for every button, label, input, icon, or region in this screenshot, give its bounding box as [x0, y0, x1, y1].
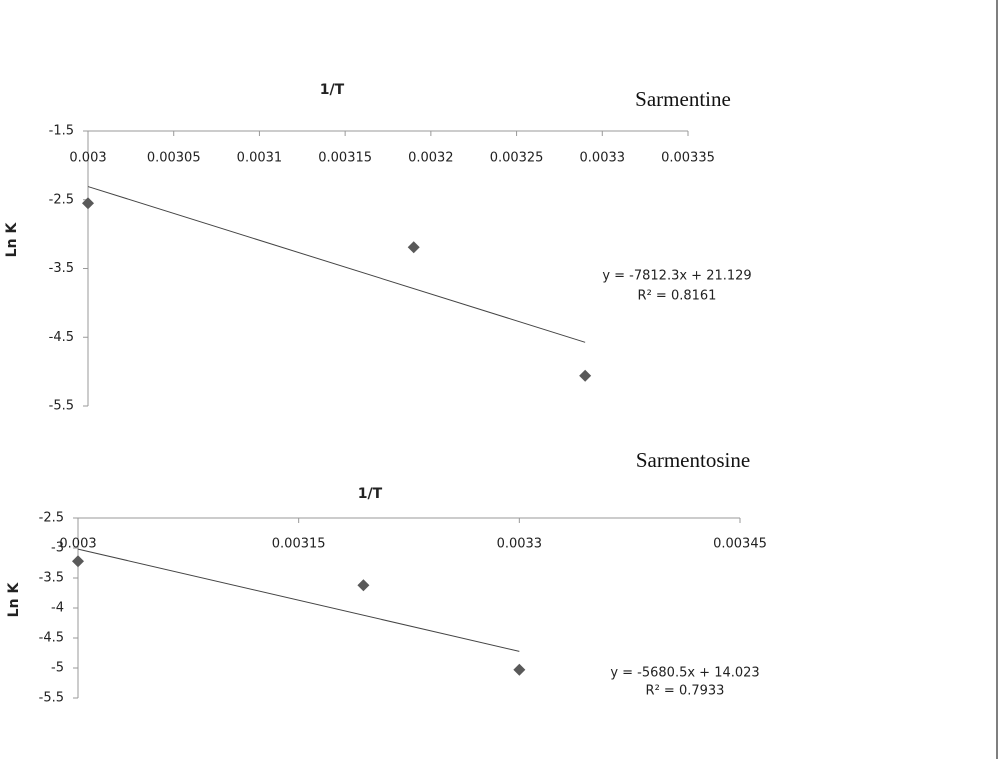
y-tick-label: -5 — [51, 661, 64, 676]
marker — [579, 369, 592, 382]
marker — [407, 241, 420, 254]
marker — [72, 555, 84, 568]
y-axis-label: Ln K — [6, 582, 22, 618]
x-tick-label: 0.003 — [59, 537, 96, 552]
trend-r2: R² = 0.7933 — [646, 684, 725, 699]
trendline — [77, 548, 520, 652]
chart-title: Sarmentosine — [636, 448, 750, 472]
trendline — [87, 186, 586, 343]
x-tick-label: 0.00345 — [713, 537, 767, 552]
y-tick-label: -5.5 — [39, 691, 64, 706]
x-axis-label: 1/T — [358, 486, 383, 502]
trend-equation: y = -7812.3x + 21.129 — [602, 269, 751, 284]
y-tick-label: -2.5 — [49, 192, 74, 207]
x-tick-label: 0.00315 — [272, 537, 326, 552]
trend-equation: y = -5680.5x + 14.023 — [610, 666, 759, 681]
y-tick-label: -3.5 — [49, 261, 74, 276]
y-axis-label: Ln K — [4, 222, 20, 258]
x-tick-label: 0.0032 — [408, 151, 454, 166]
marker — [357, 579, 370, 592]
y-tick-label: -4.5 — [39, 631, 64, 646]
x-tick-label: 0.0033 — [497, 537, 543, 552]
trend-r2: R² = 0.8161 — [638, 289, 717, 304]
x-tick-label: 0.00325 — [490, 151, 544, 166]
x-tick-label: 0.00335 — [661, 151, 715, 166]
marker — [513, 663, 526, 676]
y-tick-label: -2.5 — [39, 511, 64, 526]
y-tick-label: -3 — [51, 541, 64, 556]
y-tick-label: -5.5 — [49, 399, 74, 414]
chart-title: Sarmentine — [635, 87, 731, 111]
x-tick-label: 0.0033 — [580, 151, 626, 166]
y-tick-label: -3.5 — [39, 571, 64, 586]
x-tick-label: 0.00315 — [318, 151, 372, 166]
x-axis-label: 1/T — [320, 82, 345, 98]
y-tick-label: -4 — [51, 601, 64, 616]
y-tick-label: -4.5 — [49, 330, 74, 345]
x-tick-label: 0.0031 — [237, 151, 283, 166]
y-tick-label: -1.5 — [49, 124, 74, 139]
x-tick-label: 0.003 — [69, 151, 106, 166]
x-tick-label: 0.00305 — [147, 151, 201, 166]
marker — [82, 197, 94, 210]
